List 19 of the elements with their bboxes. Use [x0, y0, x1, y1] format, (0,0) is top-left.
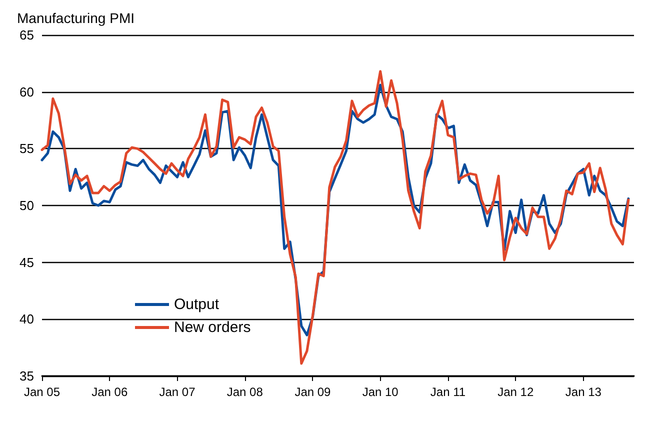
- y-tick-label: 50: [20, 198, 34, 213]
- y-tick-label: 60: [20, 84, 34, 100]
- x-tick-label: Jan 11: [430, 385, 466, 399]
- legend-label: Output: [174, 296, 220, 313]
- y-tick-label: 40: [20, 312, 34, 327]
- y-tick-label: 45: [20, 254, 34, 270]
- x-tick-label: Jan 06: [92, 385, 128, 399]
- x-tick-label: Jan 10: [362, 385, 399, 399]
- y-tick-label: 65: [20, 28, 34, 42]
- y-tick-label: 55: [20, 141, 34, 156]
- chart-title: Manufacturing PMI: [17, 10, 134, 26]
- x-tick-label: Jan 13: [565, 385, 602, 399]
- x-tick-label: Jan 08: [226, 385, 264, 399]
- y-tick-label: 35: [20, 368, 34, 384]
- x-tick-label: Jan 05: [24, 385, 60, 399]
- x-tick-label: Jan 12: [498, 385, 534, 399]
- x-tick-label: Jan 07: [159, 385, 196, 399]
- legend-label: New orders: [174, 319, 251, 336]
- x-tick-label: Jan 09: [294, 385, 332, 399]
